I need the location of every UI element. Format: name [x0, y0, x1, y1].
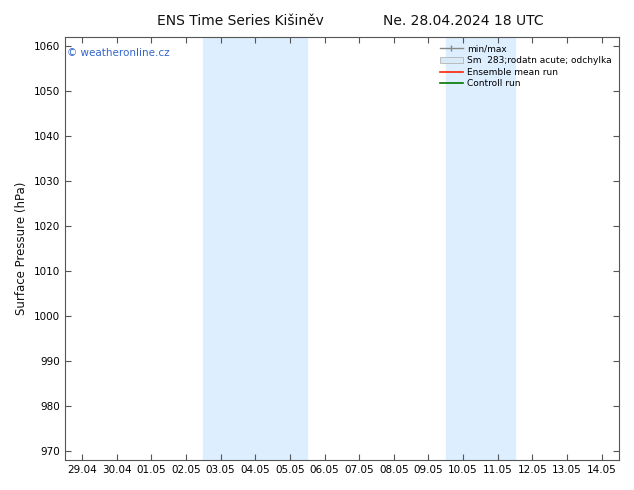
Legend: min/max, Sm  283;rodatn acute; odchylka, Ensemble mean run, Controll run: min/max, Sm 283;rodatn acute; odchylka, … [437, 42, 614, 91]
Bar [204, 37, 307, 460]
Text: ENS Time Series Kišiněv: ENS Time Series Kišiněv [157, 14, 325, 28]
Y-axis label: Surface Pressure (hPa): Surface Pressure (hPa) [15, 182, 28, 315]
Text: © weatheronline.cz: © weatheronline.cz [67, 48, 170, 58]
Text: Ne. 28.04.2024 18 UTC: Ne. 28.04.2024 18 UTC [382, 14, 543, 28]
Bar [446, 37, 515, 460]
